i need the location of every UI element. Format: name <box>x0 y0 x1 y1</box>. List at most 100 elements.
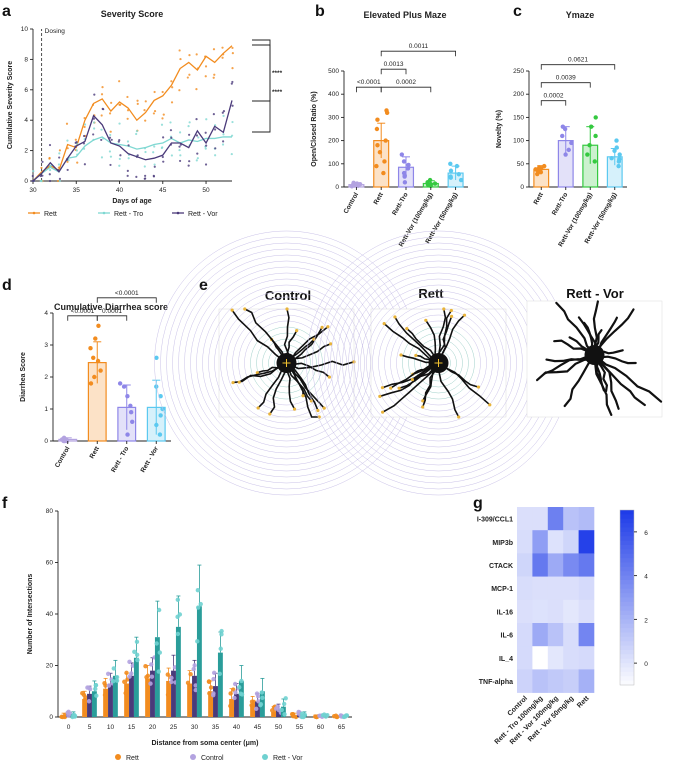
heatmap-cell <box>547 599 564 624</box>
data-point <box>165 672 170 677</box>
data-point <box>402 173 407 178</box>
comparison-bracket <box>67 315 98 321</box>
data-point <box>301 714 306 720</box>
intersection-marker <box>329 342 333 346</box>
y-tick-label: 500 <box>328 68 339 75</box>
intersection-marker <box>316 408 320 413</box>
heatmap-cell <box>578 530 595 554</box>
data-point <box>237 685 242 690</box>
intersection-marker <box>230 308 234 312</box>
data-point <box>384 110 390 115</box>
y-tick-label: 10 <box>21 26 29 33</box>
x-tick-label: Rett <box>89 445 102 460</box>
data-point <box>428 182 434 187</box>
scatter-point <box>230 82 233 85</box>
intersection-marker <box>399 353 403 357</box>
colorbar-segment <box>620 632 634 638</box>
legend-label: Rett - Vor <box>273 755 303 762</box>
scatter-point <box>93 127 96 130</box>
scatter-point <box>230 152 233 156</box>
data-point <box>206 679 212 685</box>
colorbar-segment <box>620 523 634 528</box>
heatmap-cell <box>532 507 549 531</box>
colorbar-tick-label: 0 <box>644 661 648 668</box>
bar-control <box>276 709 281 717</box>
x-tick-label: 60 <box>317 724 325 731</box>
x-tick-label: 10 <box>107 724 115 731</box>
x-axis-label: Distance from soma center (μm) <box>152 740 259 747</box>
data-point <box>96 323 101 328</box>
heatmap-cell <box>517 553 533 577</box>
data-point <box>193 683 198 688</box>
data-point <box>105 671 111 677</box>
data-point <box>148 681 153 686</box>
heatmap-cell <box>532 599 549 624</box>
scatter-point <box>170 136 173 139</box>
row-label: I-309/CCL1 <box>477 517 513 524</box>
scatter-point <box>100 93 104 96</box>
scatter-point <box>213 128 217 131</box>
y-tick-label: 200 <box>328 138 339 145</box>
data-point <box>219 628 224 634</box>
data-point <box>154 641 159 646</box>
scatter-point <box>40 166 43 169</box>
data-point <box>93 336 98 341</box>
intersection-marker <box>378 394 382 399</box>
y-axis-label: Diarrhea Score <box>20 352 27 402</box>
scatter-point <box>109 133 112 137</box>
colorbar-segment <box>620 650 634 655</box>
y-axis-label: Open/Closed Ratio (%) <box>311 91 318 166</box>
heatmap-cell <box>563 623 579 647</box>
bar-rett-vor <box>238 680 244 717</box>
intersection-marker <box>414 353 418 358</box>
x-tick-label: 65 <box>338 724 346 731</box>
data-point <box>375 143 380 148</box>
colorbar-segment <box>620 549 634 555</box>
scatter-point <box>136 154 139 157</box>
data-point <box>158 413 163 418</box>
data-point <box>156 669 161 674</box>
data-point <box>256 699 261 704</box>
y-tick-label: 100 <box>513 138 524 145</box>
comparison-bracket <box>356 86 382 93</box>
x-tick-label: Rett - Vor <box>140 445 161 474</box>
colorbar-segment <box>620 645 634 651</box>
intersection-marker <box>389 386 393 390</box>
y-tick-label: 2 <box>24 148 28 155</box>
y-tick-label: 40 <box>46 611 54 618</box>
scatter-point <box>39 174 42 178</box>
soma-rett-vor <box>584 345 605 365</box>
data-point <box>70 714 75 720</box>
data-point <box>114 674 120 680</box>
data-point <box>154 355 159 360</box>
scatter-point <box>40 179 43 183</box>
intersection-marker <box>476 385 481 389</box>
data-point <box>124 670 129 676</box>
scatter-point <box>135 132 138 136</box>
legend-marker <box>190 754 196 760</box>
colorbar-segment <box>620 623 634 629</box>
scatter-point <box>126 95 129 99</box>
data-point <box>331 714 337 719</box>
bar-rett <box>145 678 151 717</box>
chart-title: Ymaze <box>566 10 595 20</box>
bar-control <box>234 693 239 717</box>
bar-control <box>108 683 113 717</box>
scatter-point <box>48 143 52 147</box>
colorbar-segment <box>620 553 634 559</box>
data-point <box>157 432 163 437</box>
scatter-point <box>118 164 121 167</box>
data-point <box>191 666 196 672</box>
p-value-label: 0.0001 <box>102 308 122 315</box>
panel-label-e: e <box>199 277 208 294</box>
data-point <box>129 671 134 676</box>
x-tick-label: 15 <box>128 724 136 731</box>
x-tick-label: Rett - Tro <box>110 445 130 473</box>
data-point <box>344 713 350 718</box>
scatter-point <box>222 110 226 113</box>
scatter-point <box>83 123 87 126</box>
data-point <box>588 124 594 129</box>
heatmap-cell <box>578 623 595 647</box>
sholl-ring <box>396 320 481 406</box>
scatter-point <box>195 88 198 91</box>
